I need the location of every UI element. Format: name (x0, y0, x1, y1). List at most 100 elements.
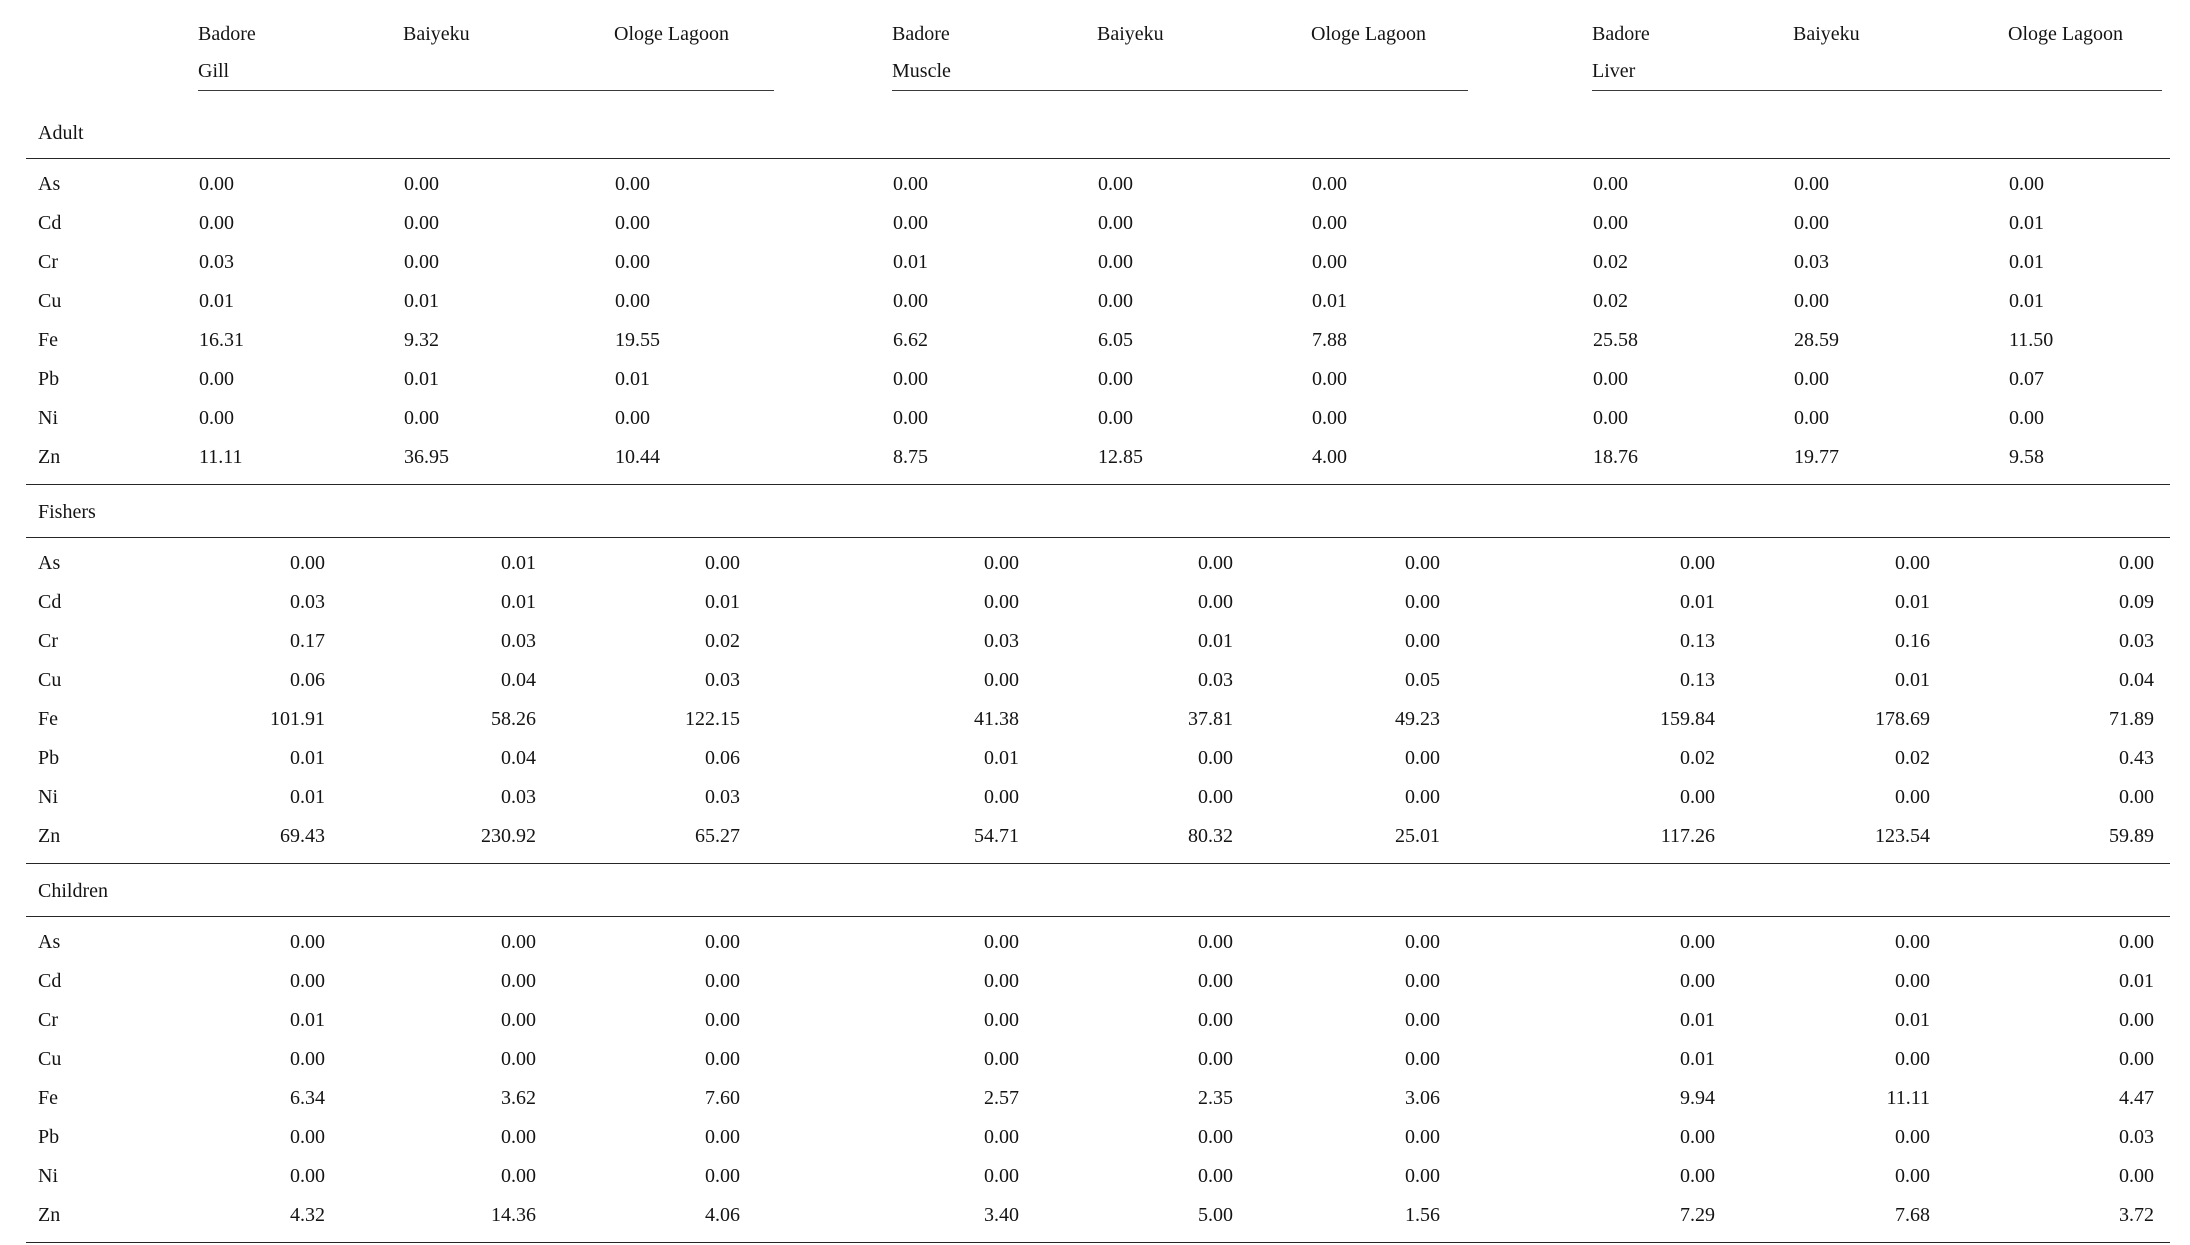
table-cell: 71.89 (2008, 700, 2170, 739)
table-cell: 0.00 (198, 159, 403, 205)
table-cell: 18.76 (1592, 438, 1793, 485)
row-label: Ni (26, 1157, 198, 1196)
row-label: Cd (26, 204, 198, 243)
group-underline-cell (198, 90, 892, 106)
table-cell: 19.55 (614, 321, 892, 360)
table-cell: 59.89 (2008, 817, 2170, 864)
table-cell: 0.01 (892, 243, 1097, 282)
table-cell: 0.00 (1592, 159, 1793, 205)
row-label: Fe (26, 1079, 198, 1118)
table-cell: 0.00 (1311, 159, 1592, 205)
table-cell: 0.00 (1793, 159, 2008, 205)
table-cell: 0.01 (2008, 243, 2170, 282)
column-header: Baiyeku (1793, 10, 2008, 90)
table-cell: 0.13 (1592, 622, 1793, 661)
table-cell: 5.00 (1097, 1196, 1311, 1243)
table-cell: 10.44 (614, 438, 892, 485)
table-cell: 36.95 (403, 438, 614, 485)
table-cell: 0.00 (614, 399, 892, 438)
column-header-line2: Gill (198, 53, 403, 90)
table-cell: 0.00 (403, 243, 614, 282)
table-cell: 0.07 (2008, 360, 2170, 399)
table-cell: 0.00 (198, 204, 403, 243)
table-cell: 123.54 (1793, 817, 2008, 864)
table-cell: 7.88 (1311, 321, 1592, 360)
table-cell: 0.01 (198, 1001, 403, 1040)
column-header-line1: Ologe Lagoon (1311, 16, 1592, 53)
table-cell: 0.00 (198, 1118, 403, 1157)
table-cell: 0.00 (403, 917, 614, 963)
table-cell: 0.00 (1097, 739, 1311, 778)
table-cell: 0.00 (1592, 360, 1793, 399)
row-label: Cd (26, 583, 198, 622)
row-label: Zn (26, 438, 198, 485)
table-cell: 0.00 (403, 204, 614, 243)
table-cell: 0.01 (892, 739, 1097, 778)
table-cell: 0.02 (1793, 739, 2008, 778)
table-cell: 2.57 (892, 1079, 1097, 1118)
table-cell: 14.36 (403, 1196, 614, 1243)
table-cell: 0.03 (403, 778, 614, 817)
column-header-line1: Badore (892, 16, 1097, 53)
table-cell: 0.00 (2008, 1001, 2170, 1040)
table-cell: 101.91 (198, 700, 403, 739)
table-cell: 0.00 (198, 962, 403, 1001)
table-cell: 0.00 (892, 583, 1097, 622)
table-cell: 0.03 (1097, 661, 1311, 700)
row-label: As (26, 917, 198, 963)
table-cell: 0.00 (1793, 399, 2008, 438)
table-cell: 65.27 (614, 817, 892, 864)
table-cell: 0.00 (1311, 1118, 1592, 1157)
table-cell: 0.00 (1311, 204, 1592, 243)
table-cell: 0.05 (1311, 661, 1592, 700)
table-cell: 0.03 (614, 778, 892, 817)
table-cell: 0.03 (614, 661, 892, 700)
table-cell: 0.00 (2008, 778, 2170, 817)
table-cell: 0.00 (1592, 399, 1793, 438)
table-row (26, 90, 2170, 106)
table-cell: 0.00 (198, 399, 403, 438)
table-cell: 0.00 (1097, 1118, 1311, 1157)
column-header: Ologe Lagoon (1311, 10, 1592, 90)
column-header-line2 (403, 53, 614, 90)
section-title: Fishers (26, 485, 2170, 538)
table-cell: 0.00 (892, 282, 1097, 321)
table-cell: 0.01 (614, 360, 892, 399)
table-cell: 0.00 (2008, 1157, 2170, 1196)
table-row: Children (26, 864, 2170, 917)
table-cell: 0.00 (198, 1040, 403, 1079)
table-cell: 0.00 (614, 1157, 892, 1196)
table-cell: 0.01 (403, 538, 614, 584)
table-cell: 49.23 (1311, 700, 1592, 739)
table-cell: 117.26 (1592, 817, 1793, 864)
row-label: Cd (26, 962, 198, 1001)
table-cell: 0.00 (1311, 583, 1592, 622)
table-cell: 0.01 (1592, 1001, 1793, 1040)
table-cell: 0.03 (892, 622, 1097, 661)
column-header-line2: Liver (1592, 53, 1793, 90)
table-cell: 0.09 (2008, 583, 2170, 622)
table-cell: 0.01 (403, 282, 614, 321)
table-cell: 3.72 (2008, 1196, 2170, 1243)
table-cell: 0.00 (892, 159, 1097, 205)
table-cell: 0.04 (2008, 661, 2170, 700)
table-cell: 230.92 (403, 817, 614, 864)
table-cell: 7.68 (1793, 1196, 2008, 1243)
table-cell: 0.00 (1793, 1118, 2008, 1157)
column-header: Baiyeku (403, 10, 614, 90)
table-cell: 69.43 (198, 817, 403, 864)
group-underline (1592, 90, 2162, 91)
column-header-line1: Baiyeku (1097, 16, 1311, 53)
row-label: Cu (26, 661, 198, 700)
column-header: Baiyeku (1097, 10, 1311, 90)
